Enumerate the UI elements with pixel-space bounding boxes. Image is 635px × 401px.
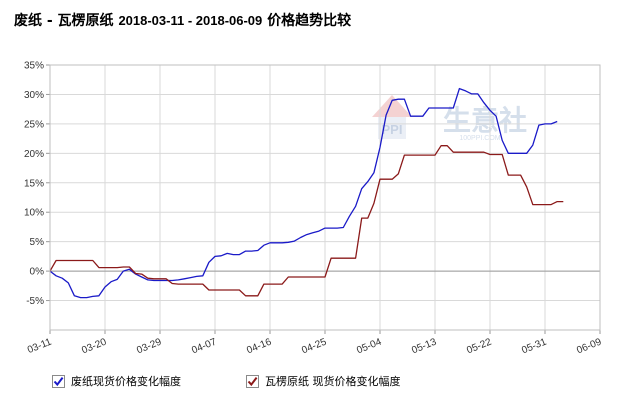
x-tick-label: 03-20 xyxy=(80,336,108,356)
x-tick-label: 05-04 xyxy=(355,336,383,356)
legend-item-corrugated-paper[interactable]: 瓦楞原纸 现货价格变化幅度 xyxy=(246,372,401,390)
x-tick-label: 04-25 xyxy=(300,336,328,356)
x-tick-label: 05-31 xyxy=(520,336,548,356)
legend-item-wastepaper[interactable]: 废纸现货价格变化幅度 xyxy=(52,372,181,390)
watermark-url-text: 100PPI.COM xyxy=(459,135,500,142)
x-axis-ticks: 03-11 03-20 03-29 04-07 04-16 04-25 05-04 05-13… xyxy=(26,330,604,356)
chart-title: 废纸 - 瓦楞原纸 2018-03-11 - 2018-06-09 价格趋势比较 xyxy=(14,10,351,30)
ppi-watermark-logo: PPI 生意社 100PPI.COM xyxy=(372,95,527,142)
watermark-brand-text: 生意社 xyxy=(443,104,527,137)
y-axis-ticks: 35% 30% 25% 20% 15% 10% 5% 0% -5% xyxy=(24,61,50,307)
y-tick-label: 25% xyxy=(24,119,44,130)
x-tick-label: 03-11 xyxy=(26,336,54,356)
series-lines xyxy=(49,87,564,299)
x-tick-label: 05-13 xyxy=(410,336,438,356)
x-tick-label: 05-22 xyxy=(465,336,493,356)
legend-checkbox[interactable] xyxy=(52,374,65,388)
x-tick-label: 04-07 xyxy=(190,336,218,356)
y-tick-label: 30% xyxy=(24,90,44,101)
checkmark-icon xyxy=(53,376,64,386)
x-tick-label: 03-29 xyxy=(135,336,163,356)
legend-label: 废纸现货价格变化幅度 xyxy=(71,374,181,388)
y-tick-label: 15% xyxy=(24,178,44,189)
legend-label: 瓦楞原纸 现货价格变化幅度 xyxy=(265,374,401,388)
title-suffix: 价格趋势比较 xyxy=(267,13,352,29)
y-tick-label: 0% xyxy=(30,267,45,278)
watermark-roof-shape xyxy=(372,95,412,117)
y-tick-label: -5% xyxy=(26,296,44,307)
series-line-2 xyxy=(49,145,564,297)
legend-checkbox[interactable] xyxy=(246,374,259,388)
x-tick-label: 04-16 xyxy=(245,336,273,356)
checkmark-icon xyxy=(247,376,258,386)
watermark-logo-text: PPI xyxy=(382,122,403,137)
y-tick-label: 35% xyxy=(24,61,44,72)
y-tick-label: 5% xyxy=(30,237,45,248)
title-date-range: 2018-03-11 - 2018-06-09 xyxy=(118,13,263,28)
title-product: 废纸 - 瓦楞原纸 xyxy=(14,13,114,29)
y-tick-label: 20% xyxy=(24,149,44,160)
plot-area-border xyxy=(49,64,601,331)
x-tick-label: 06-09 xyxy=(575,336,603,356)
y-tick-label: 10% xyxy=(24,208,44,219)
